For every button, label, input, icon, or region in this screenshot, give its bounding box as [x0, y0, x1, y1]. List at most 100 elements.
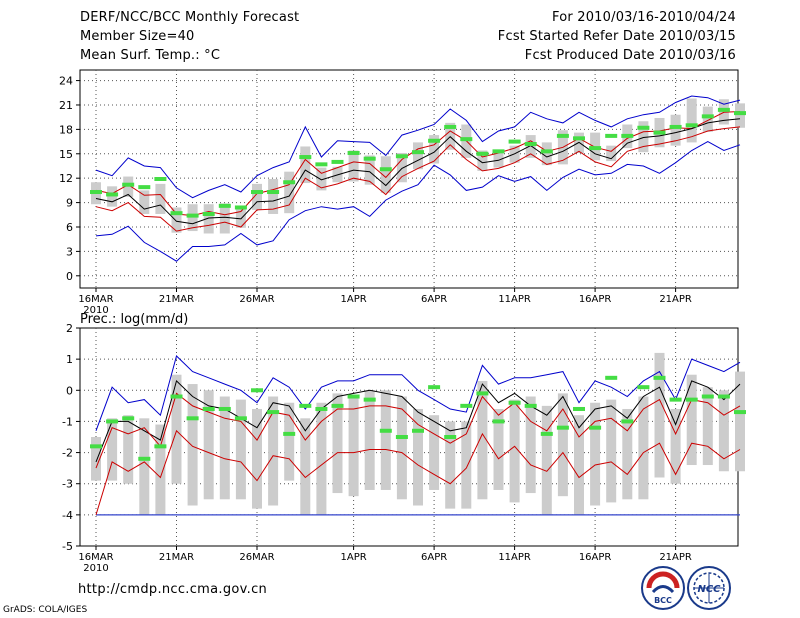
- temperature-obs-marker: [395, 154, 408, 159]
- temperature-x-tick-label: 11APR: [498, 294, 531, 305]
- temperature-box: [364, 155, 375, 185]
- temperature-obs-marker: [379, 167, 392, 172]
- temperature-box: [107, 186, 118, 207]
- temperature-box: [735, 103, 745, 128]
- precipitation-obs-marker: [573, 406, 585, 411]
- temperature-series-spread_low: [95, 126, 741, 232]
- temperature-box: [187, 204, 198, 232]
- temperature-box: [429, 135, 440, 164]
- temperature-box: [252, 183, 262, 210]
- temperature-obs-marker: [685, 123, 698, 128]
- temperature-obs-marker: [605, 133, 618, 138]
- temperature-obs-marker: [122, 182, 135, 187]
- precipitation-obs-marker: [556, 425, 569, 430]
- precipitation-x-tick-label: 6APR: [421, 552, 447, 563]
- precipitation-obs-marker: [685, 397, 698, 402]
- temperature-y-tick-label: 12: [59, 172, 73, 185]
- temperature-obs-marker: [412, 150, 424, 155]
- ncc-logo-grid: [694, 573, 724, 603]
- precipitation-y-tick-label: 2: [66, 322, 73, 335]
- temperature-box: [606, 145, 617, 162]
- bcc-logo-text: BCC: [654, 596, 672, 605]
- forecast-start-date: Fcst Started Refer Date 2010/03/15: [497, 29, 736, 44]
- precipitation-obs-marker: [412, 428, 424, 433]
- precipitation-box: [235, 399, 246, 500]
- temperature-obs-marker: [299, 155, 312, 160]
- temperature-y-tick-label: 24: [59, 75, 73, 88]
- temperature-box: [525, 135, 536, 158]
- temperature-obs-marker: [589, 146, 602, 151]
- temperature-box: [348, 150, 359, 182]
- precipitation-box: [155, 424, 166, 515]
- temperature-obs-marker: [428, 138, 441, 143]
- precipitation-x-tick-label: 16MAR: [78, 552, 113, 563]
- precipitation-series-spread_high: [95, 379, 741, 463]
- temperature-obs-marker: [90, 190, 102, 195]
- precipitation-box: [638, 396, 649, 500]
- temperature-x-tick-label: 6APR: [421, 294, 447, 305]
- bcc-logo: BCC: [641, 566, 685, 610]
- variable-label: Mean Surf. Temp.: °C: [80, 48, 221, 63]
- precipitation-box: [380, 390, 391, 490]
- temperature-box: [702, 106, 713, 132]
- temperature-y-tick-label: 3: [66, 245, 73, 258]
- precipitation-box: [171, 374, 182, 484]
- precipitation-obs-marker: [138, 456, 151, 461]
- precipitation-obs-marker: [202, 406, 215, 411]
- precipitation-obs-marker: [331, 403, 344, 408]
- bcc-logo-swirl: [651, 585, 675, 594]
- temperature-obs-marker: [315, 162, 328, 167]
- temperature-series-mean: [95, 118, 741, 225]
- temperature-obs-marker: [653, 130, 666, 135]
- precipitation-year-label: 2010: [83, 563, 108, 574]
- temperature-obs-marker: [154, 177, 167, 181]
- precipitation-obs-marker: [186, 416, 199, 421]
- temperature-box: [123, 176, 134, 197]
- precipitation-obs-marker: [717, 394, 730, 399]
- temperature-x-tick-label: 26MAR: [239, 294, 274, 305]
- precipitation-obs-marker: [106, 419, 119, 424]
- precipitation-x-tick-label: 1APR: [341, 552, 367, 563]
- precipitation-box: [477, 380, 488, 500]
- temperature-obs-marker: [202, 211, 215, 216]
- chart-title: DERF/NCC/BCC Monthly Forecast: [80, 10, 300, 25]
- forecast-period: For 2010/03/16-2010/04/24: [552, 10, 736, 25]
- precipitation-obs-marker: [428, 385, 441, 390]
- precipitation-box: [493, 408, 504, 490]
- temperature-obs-marker: [476, 151, 489, 156]
- precipitation-obs-marker: [701, 394, 714, 399]
- precipitation-box: [300, 418, 311, 515]
- temperature-y-tick-label: 9: [66, 197, 73, 210]
- precipitation-y-tick-label: -5: [62, 540, 73, 553]
- source-url[interactable]: http://cmdp.ncc.cma.gov.cn: [78, 582, 268, 597]
- temperature-box: [638, 121, 649, 153]
- temperature-obs-marker: [331, 159, 344, 164]
- precipitation-subtitle: Prec.: log(mm/d): [80, 312, 188, 327]
- precipitation-x-tick-label: 26MAR: [239, 552, 274, 563]
- temperature-obs-marker: [734, 111, 746, 116]
- precipitation-obs-marker: [476, 391, 489, 396]
- ncc-logo: NCC: [687, 566, 731, 610]
- precipitation-obs-marker: [734, 410, 746, 415]
- temperature-box: [300, 146, 311, 184]
- precipitation-box: [654, 352, 665, 478]
- precipitation-obs-marker: [170, 394, 183, 399]
- precipitation-box: [509, 399, 520, 503]
- temperature-box: [380, 156, 391, 193]
- temperature-obs-marker: [267, 190, 280, 195]
- precipitation-y-tick-label: -1: [62, 415, 73, 428]
- precipitation-obs-marker: [444, 435, 457, 439]
- precipitation-series-spread_low: [95, 429, 741, 516]
- precipitation-obs-marker: [363, 397, 376, 402]
- precipitation-obs-marker: [524, 403, 537, 408]
- temperature-x-tick-label: 16APR: [579, 294, 612, 305]
- temperature-box: [541, 142, 552, 166]
- precipitation-box: [284, 402, 295, 481]
- precipitation-obs-marker: [508, 400, 521, 405]
- temperature-obs-marker: [508, 139, 521, 144]
- precipitation-obs-marker: [234, 416, 247, 421]
- temperature-box: [413, 142, 423, 170]
- precipitation-box: [622, 408, 633, 500]
- precipitation-box: [107, 418, 118, 481]
